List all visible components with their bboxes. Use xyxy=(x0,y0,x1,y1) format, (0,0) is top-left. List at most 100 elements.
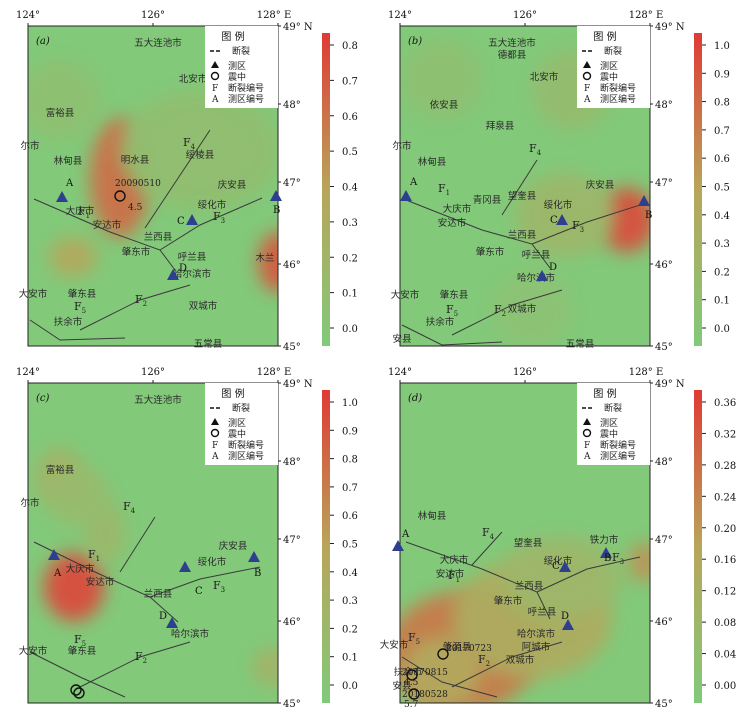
city-label: 富裕县 xyxy=(46,464,75,476)
station-label: D xyxy=(159,611,167,622)
colorbar-tick: 0.16 xyxy=(714,555,736,566)
epicenter-icon xyxy=(70,684,82,696)
colorbar-tick: 0.4 xyxy=(342,183,358,194)
fault-line xyxy=(149,566,261,598)
colorbar-tick: 0.7 xyxy=(342,76,358,87)
fault-line xyxy=(401,656,498,698)
city-label: 绥棱县 xyxy=(186,149,215,161)
latitude-tick: 46° xyxy=(283,617,301,628)
epicenter-icon xyxy=(406,669,418,681)
city-label: 兰西县 xyxy=(515,580,544,592)
fault-line xyxy=(159,197,263,251)
legend-item: 测区 xyxy=(600,418,618,429)
colorbar-tick: 0.2 xyxy=(342,624,358,635)
city-label: 明水县 xyxy=(121,154,150,166)
city-label: 绥化市 xyxy=(544,199,573,211)
station-label: D xyxy=(561,611,569,622)
legend-symbol: F xyxy=(584,441,590,451)
city-label: 尔市 xyxy=(392,140,412,152)
latitude-tick: 45° xyxy=(655,699,673,710)
latitude-tick: 48° xyxy=(283,100,301,111)
panel-label: (b) xyxy=(408,36,422,47)
station-triangle-icon xyxy=(270,190,282,201)
colorbar-tick: 0.9 xyxy=(714,69,730,80)
panel-label: (c) xyxy=(36,393,50,404)
heat-anomaly xyxy=(258,232,278,292)
city-label: 肇东市 xyxy=(494,595,523,607)
colorbar-tick: 0.6 xyxy=(342,511,358,522)
map-svg: 124° 126° 128° E49° N 48° 47° 46° 45° (b) 五大连池市德… xyxy=(388,10,730,353)
latitude-tick: 45° xyxy=(283,342,301,353)
station-triangle-icon xyxy=(48,549,60,560)
legend-symbol: A xyxy=(211,452,219,462)
colorbar-tick: 0.8 xyxy=(342,41,358,52)
city-label: 大庆市 xyxy=(66,205,95,217)
fault-line xyxy=(79,641,191,688)
panel-label: (d) xyxy=(408,393,422,404)
colorbar-tick: 0.1 xyxy=(342,289,358,300)
city-label: 兰西县 xyxy=(144,588,173,600)
legend-symbol: A xyxy=(583,95,591,105)
station-triangle-icon xyxy=(56,191,68,202)
colorbar-tick: 0.9 xyxy=(342,426,358,437)
colorbar-tick: 0.5 xyxy=(342,540,358,551)
colorbar-tick: 0.3 xyxy=(714,239,730,250)
city-label: 五常县 xyxy=(566,338,595,350)
map-panel-a: 124° 126° 128° E 49° N 48° 47° 46° 45° (a) 五大连池市北… xyxy=(0,0,372,357)
station-triangle-icon xyxy=(186,214,198,225)
colorbar-tick: 0.7 xyxy=(714,126,730,137)
latitude-tick: 47° xyxy=(655,178,673,189)
legend-item: 断裂 xyxy=(604,402,622,414)
epicenter-legend-icon xyxy=(582,71,592,81)
legend-item: 测区 xyxy=(228,418,246,429)
station-triangle-icon xyxy=(167,269,179,280)
colorbar-tick: 0.12 xyxy=(714,587,736,598)
city-label: 安达市 xyxy=(436,568,465,580)
city-label: 庆安县 xyxy=(218,179,247,191)
latitude-tick: 47° xyxy=(655,535,673,546)
city-label: 兰西县 xyxy=(508,229,537,241)
city-label: 望奎县 xyxy=(508,190,537,202)
longitude-tick: 124° xyxy=(388,10,412,21)
legend-item: 断裂编号 xyxy=(228,82,264,94)
station-label: B xyxy=(254,568,261,579)
city-label: 尔市 xyxy=(20,140,40,152)
colorbar-tick: 1.0 xyxy=(342,398,358,409)
colorbar-tick: 0.2 xyxy=(342,253,358,264)
epicenter-icon xyxy=(408,688,420,700)
city-label: 五大连池市 xyxy=(134,37,182,49)
colorbar-tick: 0.6 xyxy=(342,112,358,123)
city-label: 绥化市 xyxy=(198,199,227,211)
legend-item: 震中 xyxy=(228,71,246,83)
fault-line xyxy=(401,324,503,346)
fault-line xyxy=(29,319,126,341)
city-label: 五大连池市 xyxy=(134,394,182,406)
fault-line xyxy=(33,198,111,233)
station-legend-icon xyxy=(583,61,591,68)
fault-line xyxy=(29,651,126,698)
station-legend-icon xyxy=(211,418,219,425)
city-label: 庆安县 xyxy=(586,179,615,191)
colorbar-tick: 0.0 xyxy=(342,324,358,335)
station-triangle-icon xyxy=(562,619,574,630)
heat-anomaly xyxy=(630,542,650,582)
colorbar-tick: 0.6 xyxy=(714,154,730,165)
city-label: 双城市 xyxy=(508,303,537,315)
city-label: 庆安县 xyxy=(219,540,248,552)
legend-item: 断裂编号 xyxy=(600,82,636,94)
legend-item: 测区编号 xyxy=(600,450,636,462)
station-label: B xyxy=(604,553,611,564)
station-triangle-icon xyxy=(166,617,178,628)
heat-anomaly xyxy=(28,60,100,140)
city-label: 阿城市 xyxy=(522,641,551,653)
epicenter-date: 20180528 xyxy=(402,690,448,700)
legend-symbol: F xyxy=(212,84,218,94)
station-label: D xyxy=(549,262,557,273)
fault-line xyxy=(119,516,156,573)
city-label: 拜泉县 xyxy=(486,120,515,132)
epicenter-date: 20170815 xyxy=(402,668,448,678)
colorbar-tick: 0.4 xyxy=(714,211,730,222)
colorbar-tick: 0.8 xyxy=(714,98,730,109)
longitude-tick: 126° xyxy=(141,10,165,21)
